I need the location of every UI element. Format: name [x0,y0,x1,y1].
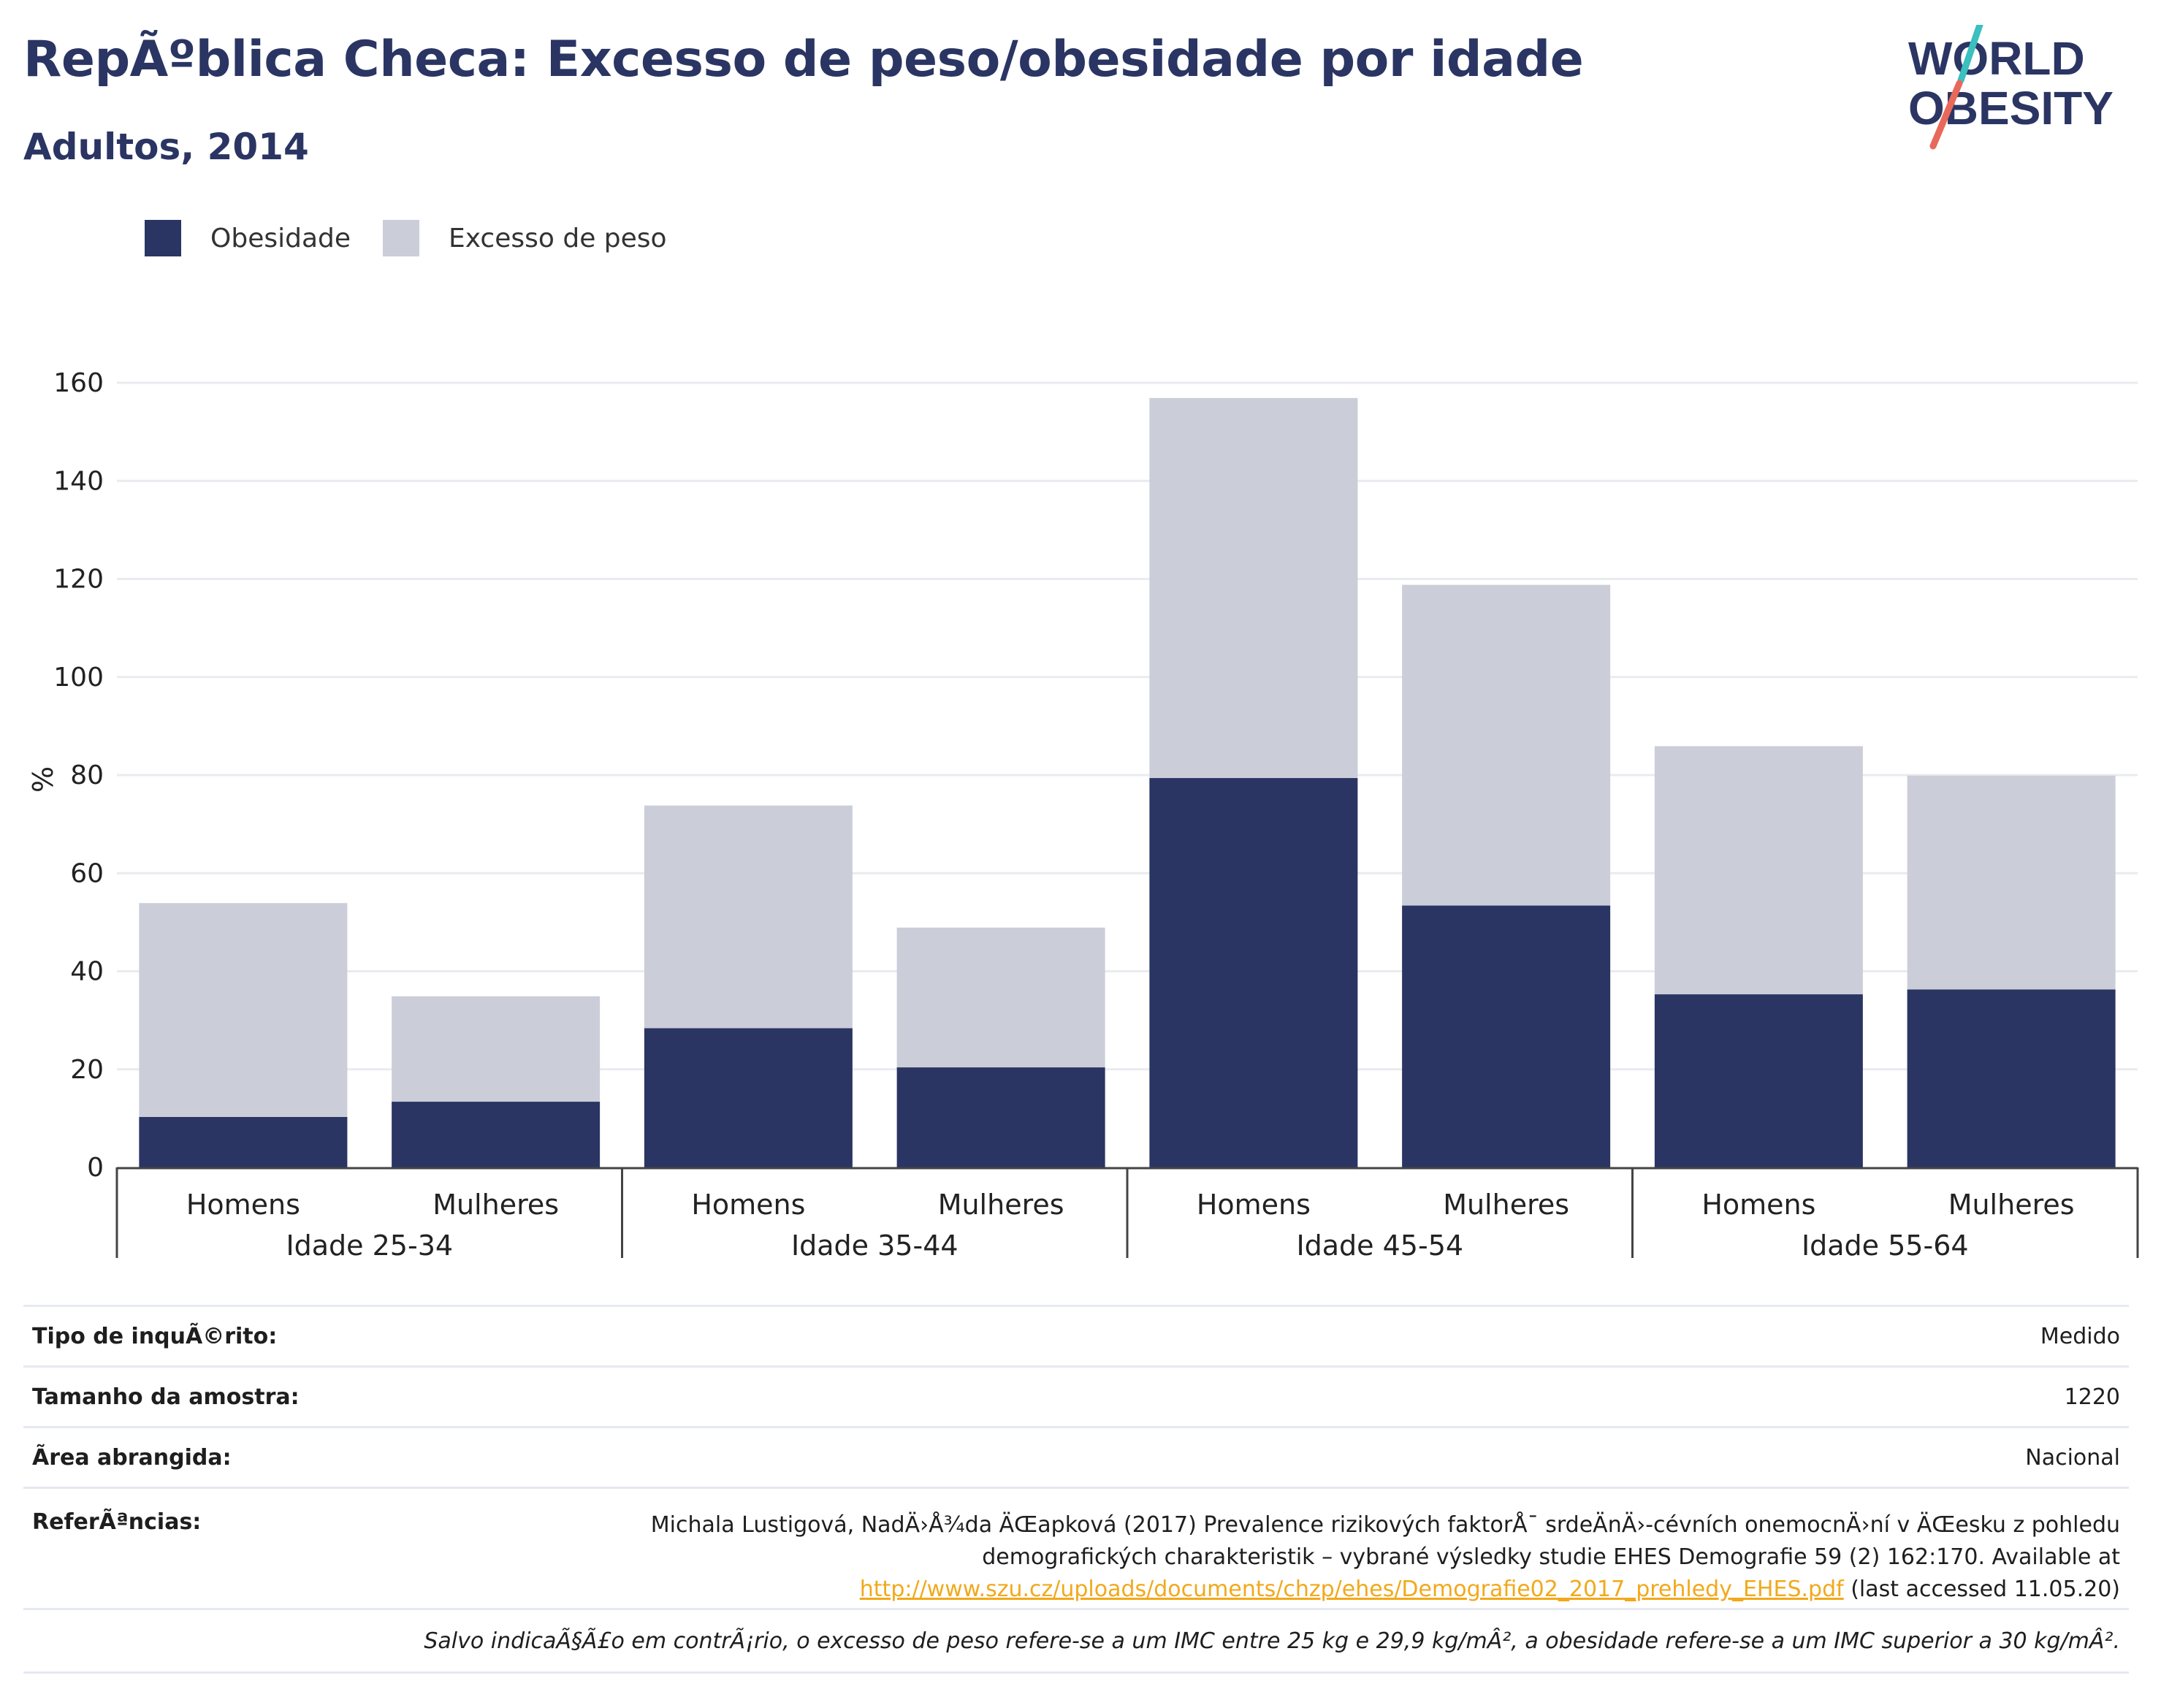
bar-obesity [392,1102,601,1167]
x-group-label: Idade 45-54 [1296,1229,1463,1262]
legend-item-overweight: Excesso de peso [383,220,667,256]
references-tail: (last accessed 11.05.20) [1843,1577,2120,1602]
logo-slash-bottom-icon [1929,80,1963,150]
references-line-2: demografických charakteristik – vybrané … [982,1544,2120,1570]
references-link[interactable]: http://www.szu.cz/uploads/documents/chzp… [859,1577,1844,1602]
logo-line-1: WORLD [1908,32,2085,85]
bar-obesity [139,1116,348,1167]
x-group-label: Idade 35-44 [791,1229,958,1262]
references-text: Michala Lustigová, NadÄ›Å¾da ÄŒapková (2… [651,1509,2120,1606]
bar-overweight [1402,584,1611,906]
survey-type-value: Medido [2040,1323,2120,1349]
y-tick-label: 60 [70,858,104,888]
definition-note: Salvo indicaÃ§Ã£o em contrÃ¡rio, o exces… [23,1608,2129,1674]
area-value: Nacional [2025,1444,2120,1471]
bar-overweight [139,903,348,1117]
x-group-label: Idade 25-34 [286,1229,453,1262]
y-tick-label: 20 [70,1055,104,1085]
x-category-label: Mulheres [938,1189,1064,1221]
bar-obesity [1149,778,1358,1167]
obesity-swatch-icon [145,220,181,256]
bar-obesity [1654,994,1863,1167]
y-tick-label: 100 [53,663,104,693]
bar-overweight [644,805,853,1029]
survey-info-table: Tipo de inquÃ©rito: Medido Tamanho da am… [23,1305,2129,1674]
legend-label-obesity: Obesidade [210,223,351,253]
info-row-survey-type: Tipo de inquÃ©rito: Medido [23,1305,2129,1365]
chart-title: RepÃºblica Checa: Excesso de peso/obesid… [23,31,1584,88]
legend-label-overweight: Excesso de peso [449,223,667,253]
bar-obesity [1402,905,1611,1167]
bar-overweight [1907,775,2116,990]
x-category-label: Homens [186,1189,300,1221]
y-tick-label: 0 [87,1153,104,1183]
survey-type-label: Tipo de inquÃ©rito: [32,1323,278,1349]
world-obesity-logo: WORLD OBESITY [1908,25,2114,150]
x-category-label: Mulheres [1948,1189,2075,1221]
y-tick-label: 120 [53,565,104,595]
info-row-references: ReferÃªncias: Michala Lustigová, NadÄ›Å¾… [23,1487,2129,1608]
bar-obesity [1907,989,2116,1167]
x-category-label: Mulheres [1443,1189,1569,1221]
legend: Obesidade Excesso de peso [145,218,699,259]
bar-overweight [896,927,1105,1068]
x-category-label: Mulheres [432,1189,559,1221]
x-category-label: Homens [1197,1189,1311,1221]
x-category-label: Homens [1701,1189,1815,1221]
bar-overweight [392,996,601,1102]
sample-size-label: Tamanho da amostra: [32,1384,300,1410]
references-line-1: Michala Lustigová, NadÄ›Å¾da ÄŒapková (2… [650,1512,2120,1538]
y-tick-label: 140 [53,466,104,496]
bar-overweight [1149,397,1358,779]
y-axis-label: % [27,766,59,793]
bar-overweight [1654,746,1863,995]
info-row-area: Ãrea abrangida: Nacional [23,1426,2129,1487]
bar-obesity [896,1067,1105,1167]
y-tick-label: 80 [70,760,104,790]
area-label: Ãrea abrangida: [32,1444,232,1471]
overweight-swatch-icon [383,220,420,256]
references-label: ReferÃªncias: [32,1509,202,1535]
legend-item-obesity: Obesidade [145,220,351,256]
x-group-label: Idade 55-64 [1802,1229,1969,1262]
logo-slash-top-icon [1957,25,1983,84]
bar-obesity [644,1028,853,1167]
stacked-bar-chart: 0 20 40 60 80 100 120 140 160% Homens Mulheres Home… [27,368,2139,1262]
sample-size-value: 1220 [2064,1384,2120,1410]
info-row-sample-size: Tamanho da amostra: 1220 [23,1365,2129,1426]
chart-subtitle: Adultos, 2014 [23,126,309,168]
x-category-label: Homens [691,1189,805,1221]
y-tick-label: 160 [53,368,104,398]
y-tick-label: 40 [70,957,104,987]
